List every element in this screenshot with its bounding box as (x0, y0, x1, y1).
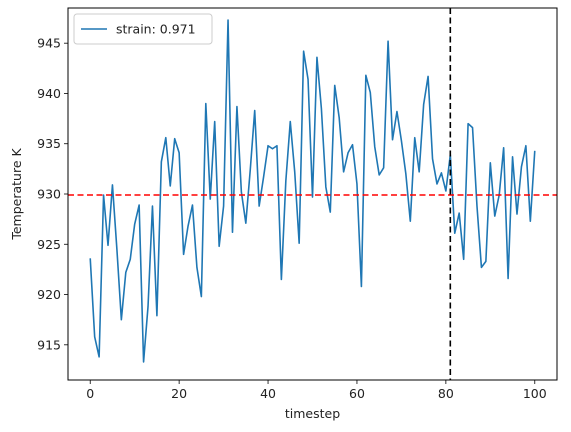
y-tick-label: 915 (37, 337, 61, 352)
y-tick-label: 920 (37, 287, 61, 302)
y-axis: 915 920 925 930 935 940 945 (37, 36, 68, 352)
x-tick-label: 80 (438, 386, 454, 401)
x-axis-label: timestep (285, 406, 340, 421)
x-axis: 0 20 40 60 80 100 (86, 380, 547, 401)
x-tick-label: 60 (349, 386, 365, 401)
legend-entry: strain: 0.971 (116, 22, 196, 37)
y-tick-label: 925 (37, 237, 61, 252)
legend-box (73, 13, 213, 45)
y-tick-label: 935 (37, 136, 61, 151)
legend: strain: 0.971 (73, 13, 213, 45)
y-axis-label: Temperature K (9, 148, 24, 241)
x-tick-label: 20 (171, 386, 187, 401)
x-tick-label: 40 (260, 386, 276, 401)
series-line-0 (89, 19, 536, 363)
y-tick-label: 945 (37, 36, 61, 51)
x-tick-label: 0 (86, 386, 94, 401)
x-tick-label: 100 (523, 386, 547, 401)
plot-area (68, 8, 557, 380)
y-tick-label: 940 (37, 86, 61, 101)
y-tick-label: 930 (37, 187, 61, 202)
